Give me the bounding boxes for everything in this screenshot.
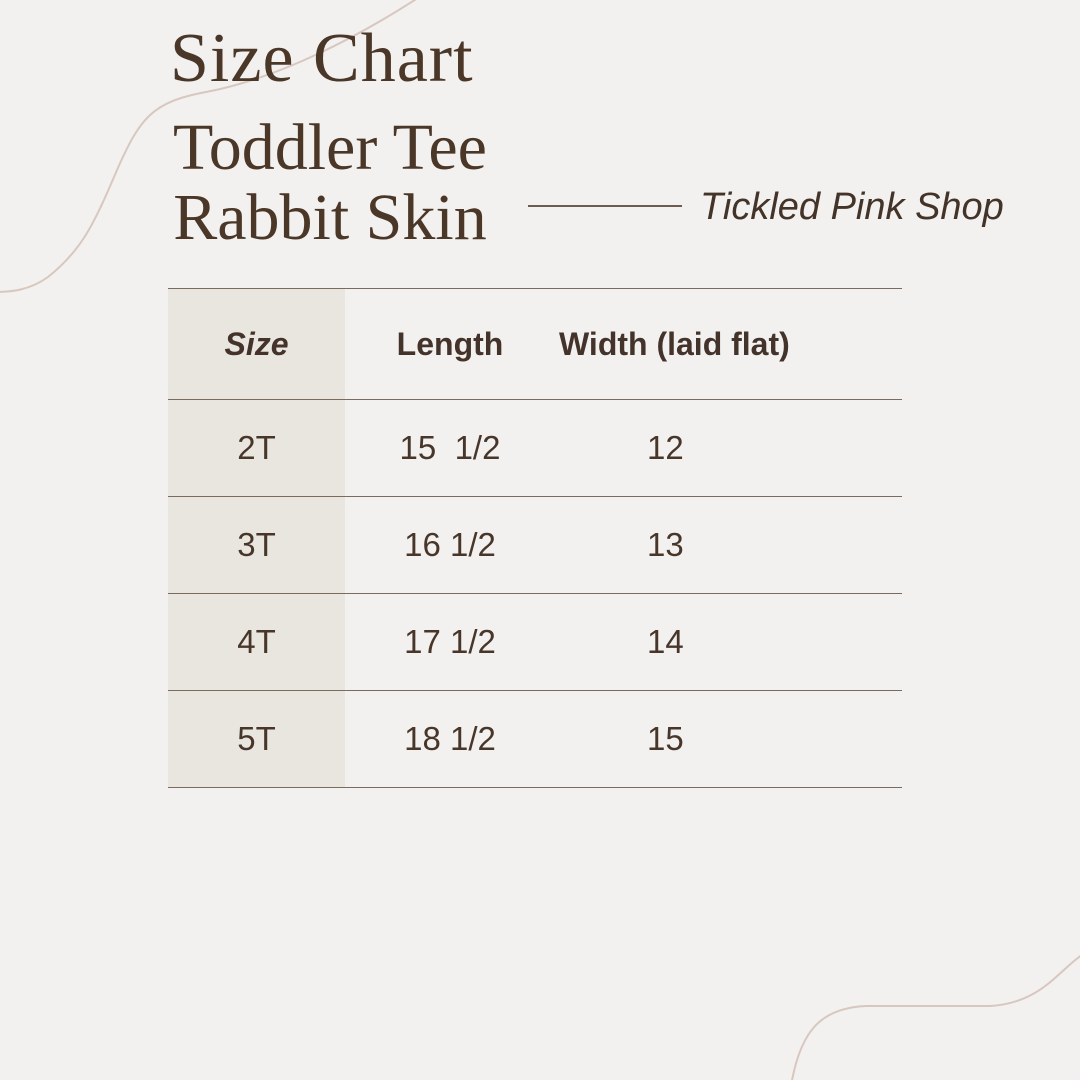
subtitle-line-product: Toddler Tee: [173, 111, 487, 184]
decorative-curve-bottom-right: [791, 955, 1080, 1080]
brand-divider-line: [528, 205, 682, 207]
size-chart-table: Size Length Width (laid flat) 2T 15 1/2 …: [168, 288, 902, 788]
cell-length-5t: 18 1/2: [404, 720, 496, 757]
cell-length-4t: 17 1/2: [404, 623, 496, 660]
cell-size-2t: 2T: [168, 400, 345, 496]
cell-length-3t: 16 1/2: [404, 526, 496, 563]
cell-width-5t: 15: [647, 720, 684, 757]
page-title: Size Chart: [170, 20, 474, 97]
table-row: 2T 15 1/2 12: [168, 399, 902, 496]
column-header-size: Size: [168, 289, 345, 399]
shop-name: Tickled Pink Shop: [700, 186, 1004, 228]
table-row: 4T 17 1/2 14: [168, 593, 902, 690]
cell-length-2t: 15 1/2: [399, 429, 501, 466]
cell-size-4t: 4T: [168, 594, 345, 690]
column-header-width: Width (laid flat): [559, 325, 790, 362]
cell-width-2t: 12: [647, 429, 684, 466]
table-row: 3T 16 1/2 13: [168, 496, 902, 593]
cell-width-3t: 13: [647, 526, 684, 563]
cell-size-5t: 5T: [168, 691, 345, 787]
table-row: 5T 18 1/2 15: [168, 690, 902, 787]
subtitle-line-brand-material: Rabbit Skin: [173, 181, 487, 254]
table-header-row: Size Length Width (laid flat): [168, 289, 902, 399]
cell-size-3t: 3T: [168, 497, 345, 593]
cell-width-4t: 14: [647, 623, 684, 660]
column-header-length: Length: [396, 325, 504, 362]
page-subtitle: Toddler Tee Rabbit Skin: [173, 113, 487, 253]
